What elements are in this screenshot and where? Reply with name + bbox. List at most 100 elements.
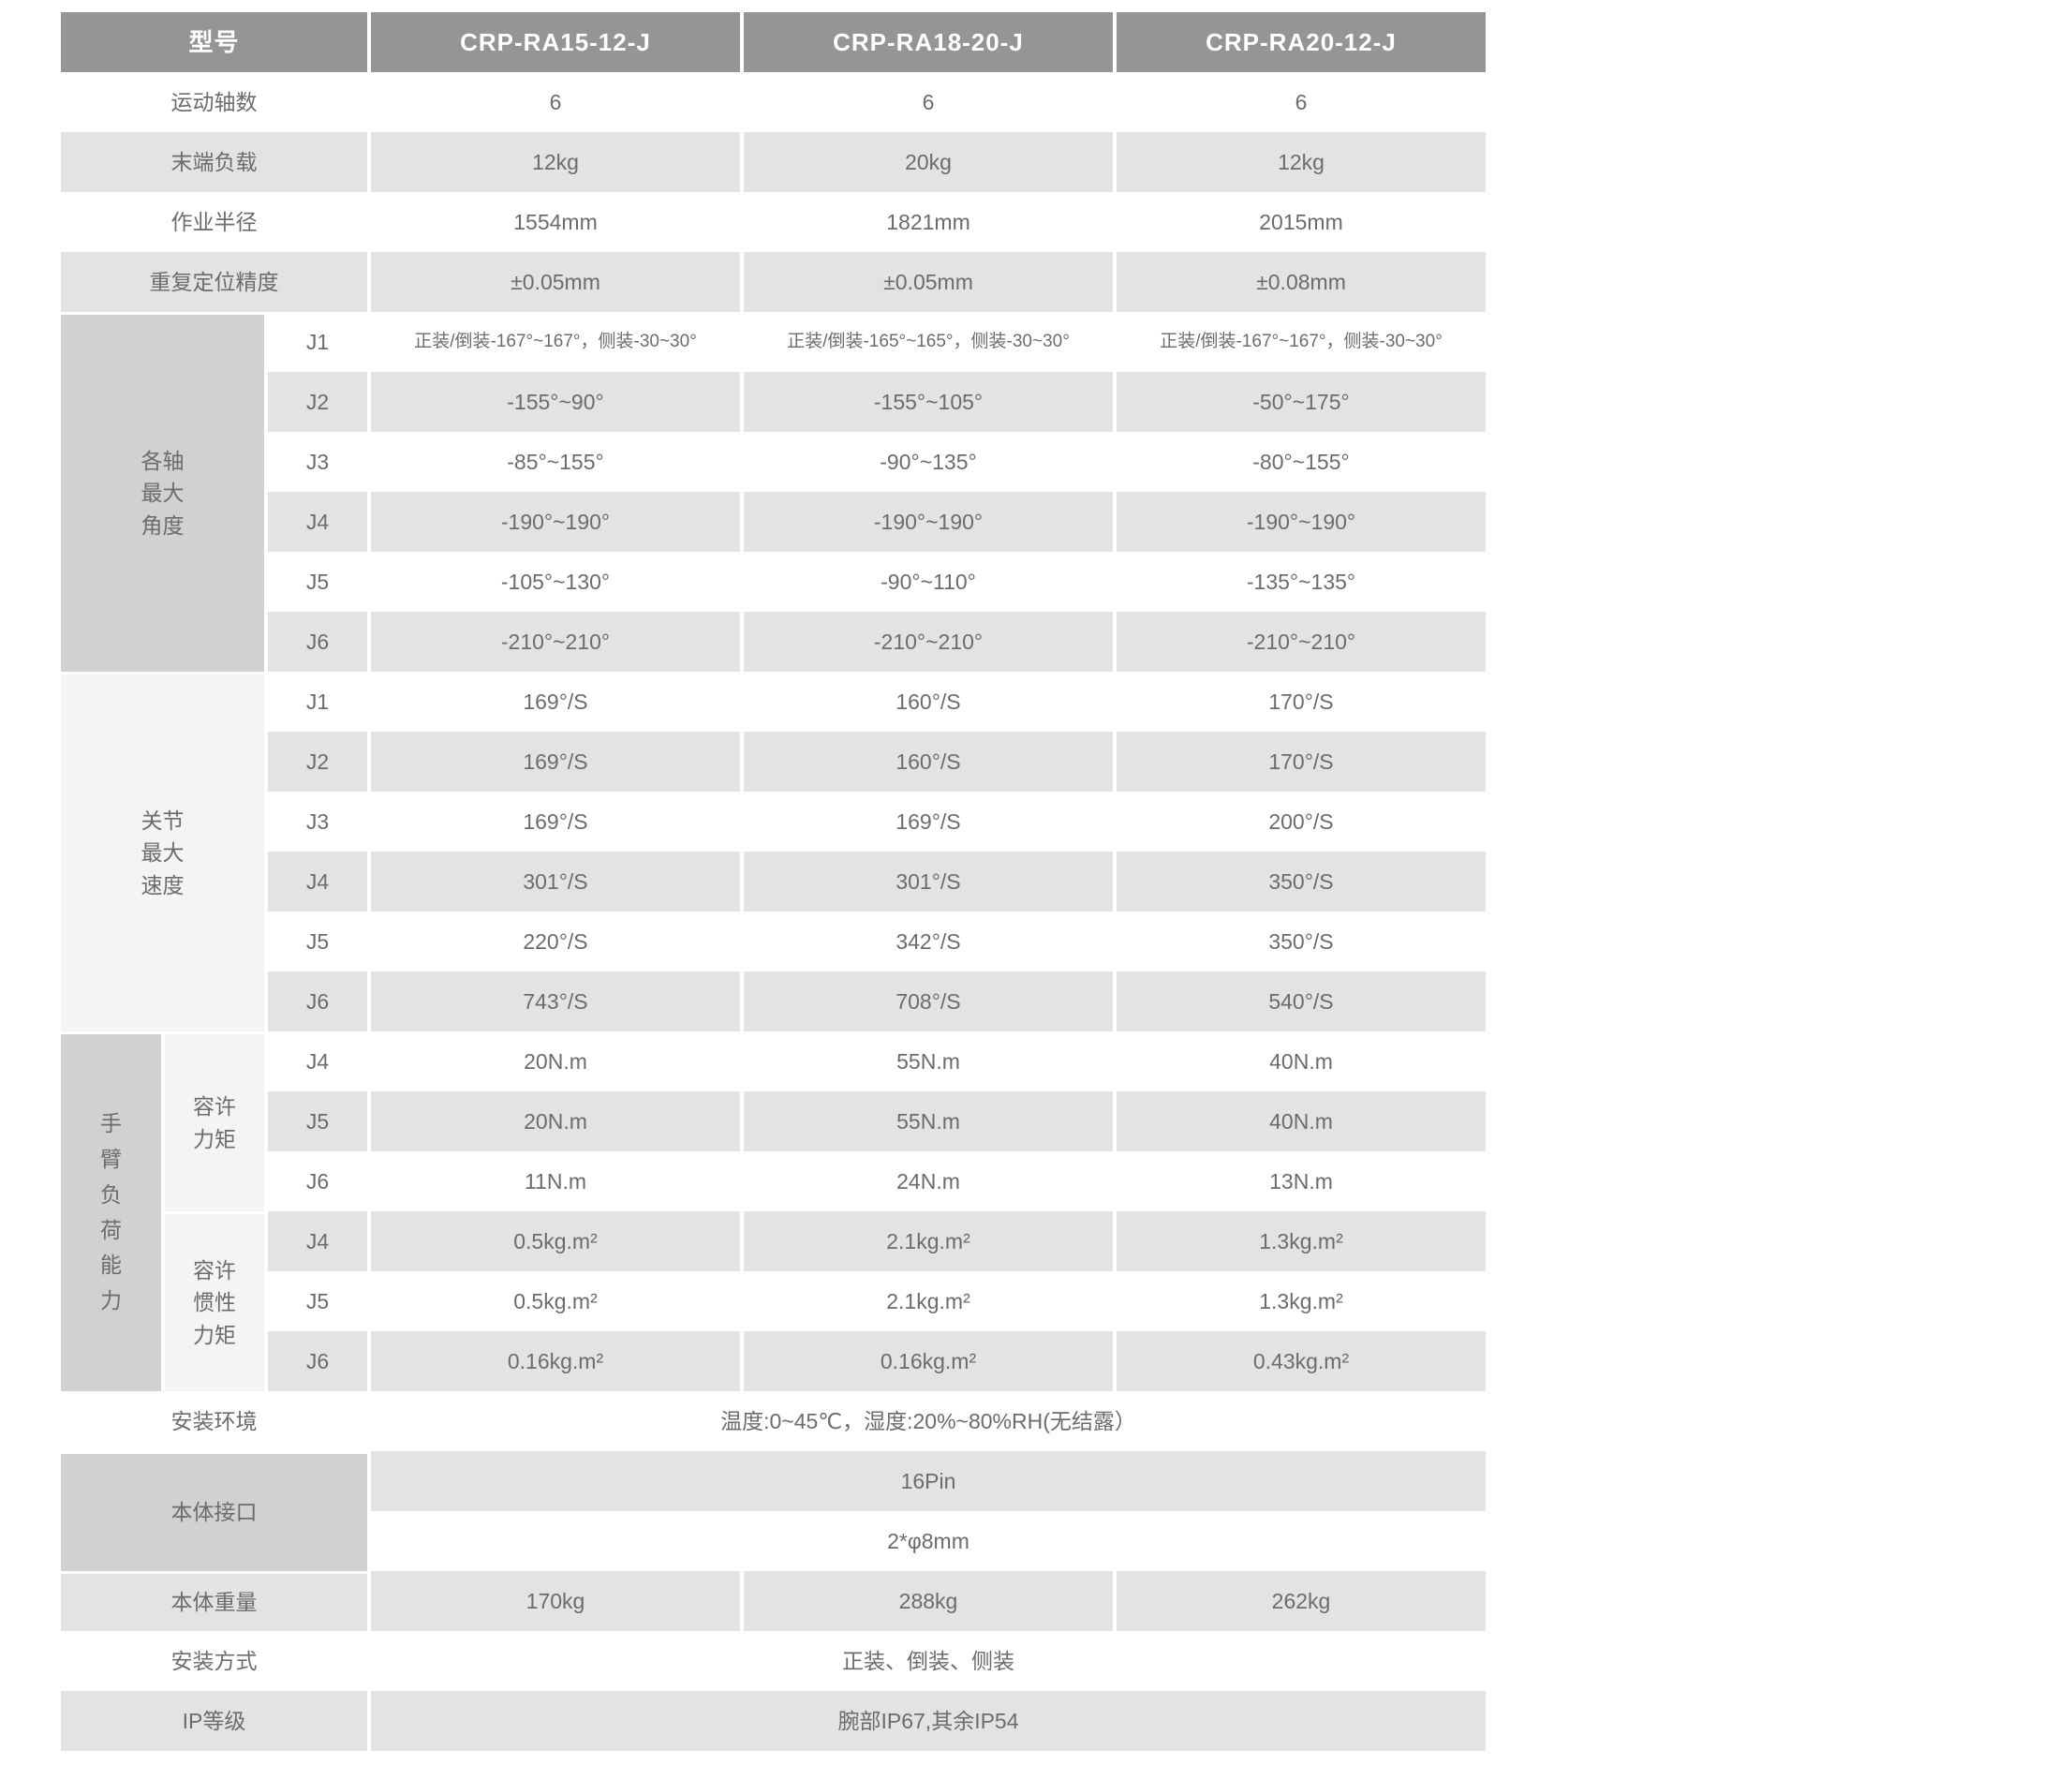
speed-value-cell: 169°/S	[371, 732, 740, 792]
joint-label: J3	[305, 808, 330, 834]
joint-label: J4	[268, 1211, 367, 1271]
model-header-cell: 型号	[61, 12, 367, 72]
joint-label: J5	[305, 928, 330, 954]
weight-value-cell: 262kg	[1117, 1571, 1486, 1631]
angle-value-cell: -190°~190°	[1117, 492, 1486, 552]
angle-value-cell: -80°~155°	[1252, 449, 1350, 474]
speed-value-cell: 540°/S	[1117, 971, 1486, 1031]
torque-value-cell: 40N.m	[1269, 1048, 1333, 1074]
mounting-value: 正装、倒装、侧装	[842, 1648, 1014, 1673]
joint-label: J6	[305, 1168, 330, 1194]
joint-label: J6	[268, 1331, 367, 1391]
speed-value-cell: 200°/S	[1268, 808, 1334, 834]
allowable-inertia-label: 容许 惯性 力矩	[165, 1211, 264, 1391]
spec-value-cell: ±0.05mm	[744, 252, 1113, 312]
spec-value-cell: 6	[922, 89, 935, 114]
angle-value-cell: 正装/倒装-167°~167°，侧装-30~30°	[414, 331, 697, 351]
angle-value-cell: 正装/倒装-167°~167°，侧装-30~30°	[1160, 331, 1443, 351]
torque-value-cell: 11N.m	[524, 1168, 587, 1194]
weight-value-cell: 288kg	[744, 1571, 1113, 1631]
speed-value-cell: 301°/S	[371, 852, 740, 912]
spec-value-cell: 1821mm	[886, 209, 970, 234]
angle-value-cell: -90°~135°	[880, 449, 977, 474]
spec-value-cell: 20kg	[744, 132, 1113, 192]
spec-row-label: 运动轴数	[170, 89, 258, 114]
torque-value-cell: 20N.m	[371, 1091, 740, 1151]
install-env-label: 安装环境	[170, 1408, 258, 1433]
spec-value-cell: 12kg	[1117, 132, 1486, 192]
angle-value-cell: -85°~155°	[507, 449, 604, 474]
torque-value-cell: 13N.m	[1269, 1168, 1333, 1194]
joint-label: J2	[268, 732, 367, 792]
weight-value-cell: 170kg	[371, 1571, 740, 1631]
inertia-value-cell: 0.5kg.m²	[513, 1288, 598, 1313]
angle-value-cell: -50°~175°	[1117, 372, 1486, 432]
speed-value-cell: 301°/S	[744, 852, 1113, 912]
joint-label: J3	[305, 449, 330, 474]
angle-value-cell: -210°~210°	[371, 612, 740, 672]
model-name-cell: CRP-RA18-20-J	[744, 12, 1113, 72]
speed-value-cell: 170°/S	[1268, 689, 1334, 714]
joint-label: J4	[268, 852, 367, 912]
torque-value-cell: 24N.m	[896, 1168, 960, 1194]
body-weight-label: 本体重量	[61, 1571, 367, 1631]
inertia-value-cell: 0.16kg.m²	[371, 1331, 740, 1391]
speed-value-cell: 169°/S	[895, 808, 961, 834]
spec-row-label: 重复定位精度	[61, 252, 367, 312]
inertia-value-cell: 0.43kg.m²	[1117, 1331, 1486, 1391]
spec-row-label: 作业半径	[170, 209, 258, 234]
body-interface-label: 本体接口	[61, 1451, 367, 1571]
spec-row-label: 末端负载	[61, 132, 367, 192]
spec-value-cell: 6	[1295, 89, 1308, 114]
angle-value-cell: -155°~90°	[371, 372, 740, 432]
spec-table: 型号 CRP-RA15-12-J CRP-RA18-20-J CRP-RA20-…	[61, 12, 1486, 1751]
spec-value-cell: ±0.08mm	[1117, 252, 1486, 312]
spec-value-cell: ±0.05mm	[371, 252, 740, 312]
joint-max-speed-group-label: 关节 最大 速度	[61, 672, 264, 1031]
speed-value-cell: 160°/S	[744, 732, 1113, 792]
angle-value-cell: -155°~105°	[744, 372, 1113, 432]
spec-value-cell: 12kg	[371, 132, 740, 192]
speed-value-cell: 169°/S	[523, 689, 588, 714]
speed-value-cell: 170°/S	[1117, 732, 1486, 792]
mounting-label: 安装方式	[170, 1648, 258, 1673]
axis-max-angle-group-label: 各轴 最大 角度	[61, 312, 264, 672]
joint-label: J5	[268, 1091, 367, 1151]
joint-label: J5	[305, 1288, 330, 1313]
install-env-value: 温度:0~45℃，湿度:20%~80%RH(无结露）	[720, 1408, 1136, 1433]
model-name-cell: CRP-RA15-12-J	[371, 12, 740, 72]
torque-value-cell: 40N.m	[1117, 1091, 1486, 1151]
angle-value-cell: -190°~190°	[744, 492, 1113, 552]
spec-value-cell: 6	[549, 89, 562, 114]
angle-value-cell: -210°~210°	[744, 612, 1113, 672]
inertia-value-cell: 0.16kg.m²	[744, 1331, 1113, 1391]
torque-value-cell: 55N.m	[896, 1048, 960, 1074]
angle-value-cell: -90°~110°	[881, 569, 976, 594]
angle-value-cell: -190°~190°	[371, 492, 740, 552]
angle-value-cell: -105°~130°	[500, 569, 611, 594]
ip-rating-value: 腕部IP67,其余IP54	[371, 1691, 1486, 1751]
joint-label: J6	[268, 971, 367, 1031]
joint-label: J5	[305, 569, 330, 594]
inertia-value-cell: 1.3kg.m²	[1117, 1211, 1486, 1271]
joint-label: J1	[305, 329, 330, 354]
spec-value-cell: 1554mm	[513, 209, 598, 234]
torque-value-cell: 20N.m	[524, 1048, 587, 1074]
speed-value-cell: 350°/S	[1268, 928, 1334, 954]
joint-label: J2	[268, 372, 367, 432]
inertia-value-cell: 1.3kg.m²	[1259, 1288, 1343, 1313]
speed-value-cell: 342°/S	[895, 928, 961, 954]
speed-value-cell: 160°/S	[895, 689, 961, 714]
ip-rating-label: IP等级	[61, 1691, 367, 1751]
speed-value-cell: 743°/S	[371, 971, 740, 1031]
speed-value-cell: 350°/S	[1117, 852, 1486, 912]
angle-value-cell: -135°~135°	[1246, 569, 1356, 594]
joint-label: J4	[305, 1048, 330, 1074]
angle-value-cell: 正装/倒装-165°~165°，侧装-30~30°	[787, 331, 1070, 351]
interface-value-cell: 2*φ8mm	[887, 1528, 969, 1553]
interface-value-cell: 16Pin	[371, 1451, 1486, 1511]
speed-value-cell: 169°/S	[523, 808, 588, 834]
joint-label: J4	[268, 492, 367, 552]
torque-value-cell: 55N.m	[744, 1091, 1113, 1151]
